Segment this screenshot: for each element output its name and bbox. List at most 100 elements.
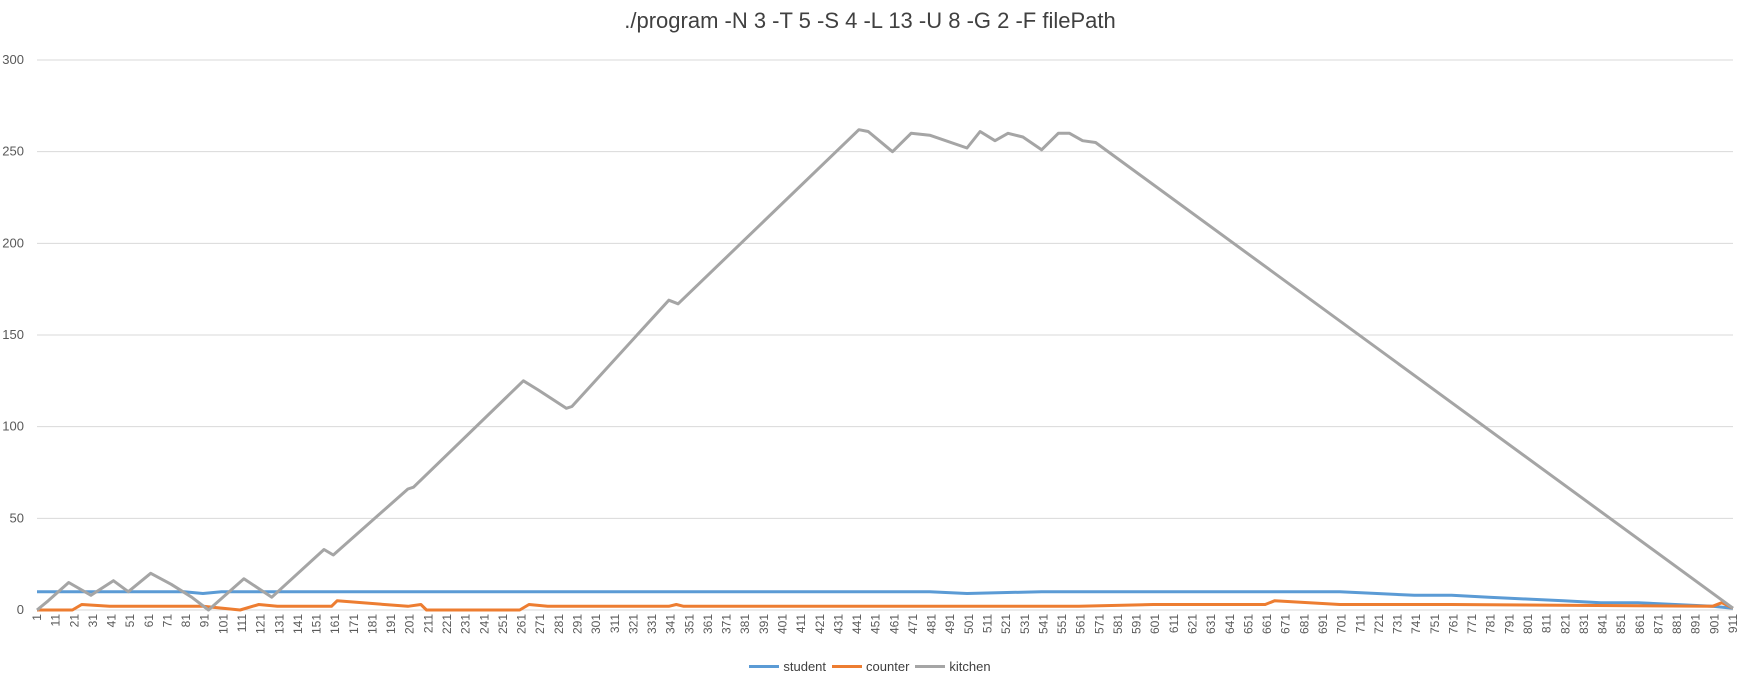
x-tick-label: 721	[1372, 614, 1386, 634]
x-tick-label: 831	[1577, 614, 1591, 634]
x-tick-label: 51	[123, 614, 137, 628]
x-tick-label: 911	[1726, 614, 1740, 633]
x-tick-label: 641	[1223, 614, 1237, 634]
x-tick-label: 871	[1651, 614, 1665, 634]
x-tick-label: 551	[1055, 614, 1069, 634]
x-tick-label: 461	[887, 614, 901, 634]
x-tick-label: 191	[384, 614, 398, 634]
x-tick-label: 821	[1558, 614, 1572, 634]
x-tick-label: 811	[1540, 614, 1554, 633]
x-tick-label: 591	[1130, 614, 1144, 634]
x-tick-label: 381	[738, 614, 752, 634]
legend-label-counter: counter	[866, 658, 910, 674]
x-tick-label: 211	[421, 614, 435, 633]
x-tick-label: 131	[272, 614, 286, 634]
x-tick-label: 241	[477, 614, 491, 634]
y-tick-label: 250	[2, 144, 24, 159]
y-tick-label: 150	[2, 327, 24, 342]
x-tick-label: 301	[589, 614, 603, 634]
x-tick-label: 751	[1428, 614, 1442, 634]
x-tick-label: 471	[906, 614, 920, 634]
x-tick-label: 501	[962, 614, 976, 634]
x-tick-label: 391	[757, 614, 771, 634]
x-tick-label: 761	[1446, 614, 1460, 634]
x-tick-label: 31	[86, 614, 100, 628]
x-tick-label: 71	[160, 614, 174, 628]
legend-item-student: student	[749, 659, 826, 674]
x-tick-label: 561	[1074, 614, 1088, 634]
x-tick-label: 781	[1484, 614, 1498, 634]
series-line-counter	[37, 599, 1734, 612]
y-tick-label: 300	[2, 52, 24, 67]
x-tick-label: 541	[1036, 614, 1050, 634]
x-tick-label: 441	[850, 614, 864, 634]
y-tick-label: 100	[2, 419, 24, 434]
x-tick-label: 681	[1297, 614, 1311, 634]
x-tick-label: 171	[347, 614, 361, 634]
legend-item-kitchen: kitchen	[915, 658, 991, 674]
x-tick-label: 861	[1633, 614, 1647, 634]
x-tick-label: 11	[49, 614, 63, 627]
x-tick-label: 891	[1689, 614, 1703, 634]
x-tick-label: 401	[775, 614, 789, 634]
x-tick-label: 331	[645, 614, 659, 634]
x-tick-label: 291	[570, 614, 584, 634]
x-tick-label: 651	[1241, 614, 1255, 634]
x-tick-label: 851	[1614, 614, 1628, 634]
x-tick-label: 661	[1260, 614, 1274, 634]
x-tick-label: 801	[1521, 614, 1535, 634]
x-tick-label: 411	[794, 614, 808, 633]
x-tick-label: 771	[1465, 614, 1479, 634]
x-tick-label: 41	[105, 614, 119, 628]
legend-item-counter: counter	[832, 659, 909, 674]
x-tick-label: 161	[328, 614, 342, 634]
x-axis-ticks: 1 11 21 31 41 51 61 71 81 91 101 111 121 131 141 151 161…	[30, 614, 1740, 634]
x-tick-label: 901	[1707, 614, 1721, 634]
x-tick-label: 791	[1502, 614, 1516, 634]
y-tick-label: 0	[17, 602, 24, 617]
x-tick-label: 631	[1204, 614, 1218, 634]
x-tick-label: 621	[1186, 614, 1200, 634]
x-tick-label: 491	[943, 614, 957, 634]
legend-swatch-counter	[832, 664, 863, 668]
x-tick-label: 731	[1391, 614, 1405, 634]
chart-title: ./program -N 3 -T 5 -S 4 -L 13 -U 8 -G 2…	[624, 8, 1116, 33]
y-axis-ticks: 0 50 100 150 200 250 300	[2, 52, 24, 617]
x-tick-label: 531	[1018, 614, 1032, 634]
x-tick-label: 341	[664, 614, 678, 634]
series-line-kitchen	[36, 128, 1734, 612]
legend-label-kitchen: kitchen	[949, 658, 991, 674]
x-tick-label: 271	[533, 614, 547, 634]
x-tick-label: 571	[1092, 614, 1106, 634]
x-tick-label: 431	[831, 614, 845, 634]
x-tick-label: 881	[1670, 614, 1684, 634]
legend-swatch-student	[749, 664, 780, 668]
x-tick-label: 701	[1335, 614, 1349, 634]
x-tick-label: 371	[720, 614, 734, 634]
x-tick-label: 181	[365, 614, 379, 634]
legend-label-student: student	[783, 658, 827, 674]
legend-swatch-kitchen	[915, 664, 946, 668]
x-tick-label: 81	[179, 614, 193, 628]
x-tick-label: 1	[30, 614, 44, 621]
x-tick-label: 141	[291, 614, 305, 634]
x-tick-label: 581	[1111, 614, 1125, 634]
x-tick-label: 101	[216, 614, 230, 634]
x-tick-label: 61	[142, 614, 156, 628]
x-tick-label: 671	[1279, 614, 1293, 634]
x-tick-label: 21	[67, 614, 81, 628]
x-tick-label: 151	[310, 614, 324, 634]
x-tick-label: 111	[235, 614, 249, 633]
x-tick-label: 691	[1316, 614, 1330, 634]
x-tick-label: 91	[198, 614, 212, 628]
series-line-student	[37, 590, 1734, 610]
x-tick-label: 311	[608, 614, 622, 633]
y-tick-label: 200	[2, 235, 24, 250]
x-tick-label: 421	[813, 614, 827, 634]
x-tick-label: 611	[1167, 614, 1181, 633]
series-lines	[36, 128, 1734, 612]
x-tick-label: 231	[459, 614, 473, 634]
x-tick-label: 711	[1353, 614, 1367, 633]
x-tick-label: 281	[552, 614, 566, 634]
